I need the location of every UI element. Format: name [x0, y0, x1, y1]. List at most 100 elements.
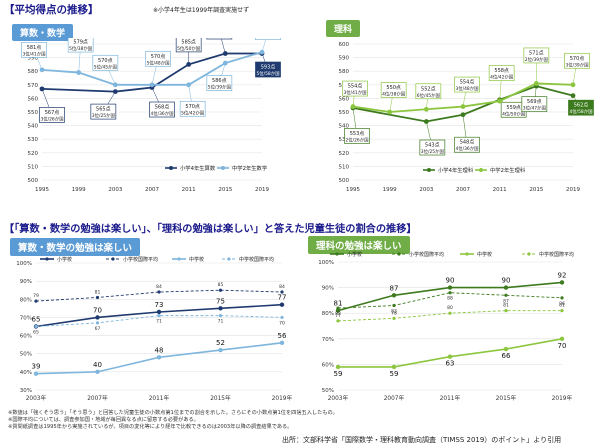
data-point: [448, 291, 452, 295]
data-label: 85: [218, 282, 224, 288]
y-tick-label: 60%: [322, 362, 334, 368]
survey-note: ※小学4年生は1999年調査実施せず: [153, 7, 250, 14]
data-point: [157, 290, 161, 294]
data-label: 75: [216, 297, 225, 305]
data-label-rank: 2位/26か国: [345, 136, 369, 143]
series-line-2: [337, 292, 563, 309]
callout-box: [454, 76, 480, 93]
y-tick-label: 600: [339, 42, 350, 48]
data-label: 81: [559, 303, 565, 309]
data-label: 86: [559, 301, 565, 307]
data-label-score: 552点: [421, 86, 436, 92]
callout-box: [564, 52, 590, 69]
data-point: [559, 280, 565, 285]
callout-box: [521, 96, 548, 113]
y-tick-label: 60%: [20, 334, 32, 340]
science-chart-title: 理科: [326, 20, 361, 37]
x-tick-label: 2003: [108, 187, 122, 193]
data-label: 81: [503, 303, 509, 309]
callout-box: [90, 103, 117, 120]
data-label-score: 568点: [155, 105, 170, 111]
x-tick-label: 1995: [346, 187, 360, 193]
data-label: 56: [278, 332, 287, 340]
data-point: [218, 314, 223, 318]
x-tick-label: 2003年: [26, 394, 47, 402]
data-label-score: 554点: [348, 84, 363, 90]
data-label-rank: 5位/42か国: [181, 109, 205, 116]
sci-enjoy-title: 理科の勉強は楽しい: [308, 236, 410, 254]
x-tick-label: 2007年: [384, 394, 405, 402]
callout-box: [175, 38, 202, 53]
data-point: [448, 311, 452, 315]
data-label: 66: [502, 352, 511, 360]
math-chart-title: 算数・数学: [12, 24, 74, 41]
x-tick-label: 2019: [566, 187, 580, 193]
y-tick-label: 70%: [322, 337, 334, 343]
data-label-rank: 3位/41か国: [343, 89, 367, 96]
legend-marker: [427, 168, 431, 172]
data-label: 59: [334, 370, 343, 378]
data-label-rank: 5位/48か国: [146, 59, 170, 66]
series-line-1: [352, 85, 574, 123]
legend-label: 中学2年生数学: [232, 164, 267, 172]
data-label-score: 565点: [96, 107, 111, 113]
callout-leader: [261, 38, 267, 53]
data-label: 84: [156, 284, 162, 290]
data-point: [504, 309, 508, 313]
x-tick-label: 2011年: [440, 394, 461, 402]
data-point: [186, 62, 192, 67]
y-tick-label: 540: [339, 124, 350, 130]
data-label: 70: [93, 306, 102, 314]
data-label: 71: [218, 319, 224, 325]
data-point: [503, 346, 509, 352]
data-label-score: 548点: [460, 140, 475, 146]
data-label-score: 586点: [212, 78, 227, 84]
callout-box: [149, 101, 175, 118]
callout-box: [179, 100, 206, 117]
data-label: 70: [279, 320, 285, 326]
x-tick-label: 2007年: [87, 394, 108, 402]
data-point: [218, 306, 223, 311]
data-label-score: 570点: [185, 104, 200, 110]
data-label: 59: [390, 370, 399, 378]
data-label-rank: 4位/36か国: [455, 145, 479, 152]
data-point: [391, 364, 397, 370]
data-label-rank: 5位/38か国: [69, 45, 93, 52]
data-label-rank: 4位/42か国: [490, 74, 514, 81]
y-tick-label: 590: [28, 56, 39, 62]
y-tick-label: 500: [28, 178, 39, 184]
y-tick-label: 560: [339, 96, 350, 102]
data-point: [156, 355, 162, 360]
data-label-score: 571点: [529, 50, 544, 56]
callout-box: [67, 38, 94, 53]
data-label: 77: [335, 313, 341, 319]
data-label: 81: [95, 289, 101, 295]
data-label-score: 593点: [261, 65, 276, 71]
data-point: [503, 285, 509, 290]
y-tick-label: 570: [28, 83, 39, 89]
data-label-score: 543点: [425, 143, 440, 149]
x-tick-label: 2003: [419, 187, 433, 193]
data-label-score: 570点: [98, 58, 113, 64]
legend-marker: [221, 166, 225, 170]
section2-title: 【「算数・数学の勉強は楽しい」、「理科の勉強は楽しい」と答えた児童生徒の割合の推…: [4, 224, 417, 235]
data-point: [39, 67, 45, 73]
legend-label: 小学校: [347, 251, 362, 258]
data-point: [336, 306, 340, 310]
x-tick-label: 2003年: [328, 394, 349, 402]
sci-enjoy-chart: 50% 60% 70% 80% 90% 100% 2003年 2007年 2011年 2015年 2…: [318, 251, 574, 402]
data-label-rank: 2位/39か国: [525, 56, 549, 63]
data-point: [335, 308, 341, 313]
callout-box: [342, 80, 368, 97]
y-tick-label: 580: [28, 69, 39, 75]
footnote-2: ※国際平均については、調査参加国・地域が毎回異なる点に留意する必要がある。: [8, 417, 199, 423]
y-tick-label: 90%: [20, 279, 32, 285]
data-point: [280, 315, 284, 320]
y-tick-label: 520: [339, 151, 350, 157]
data-point: [559, 336, 565, 341]
data-label-score: 579点: [73, 40, 88, 46]
data-label-rank: 6位/45か国: [417, 92, 441, 99]
legend-label: 小学校国際平均: [123, 256, 158, 263]
data-point: [560, 296, 564, 300]
data-point: [560, 309, 564, 313]
